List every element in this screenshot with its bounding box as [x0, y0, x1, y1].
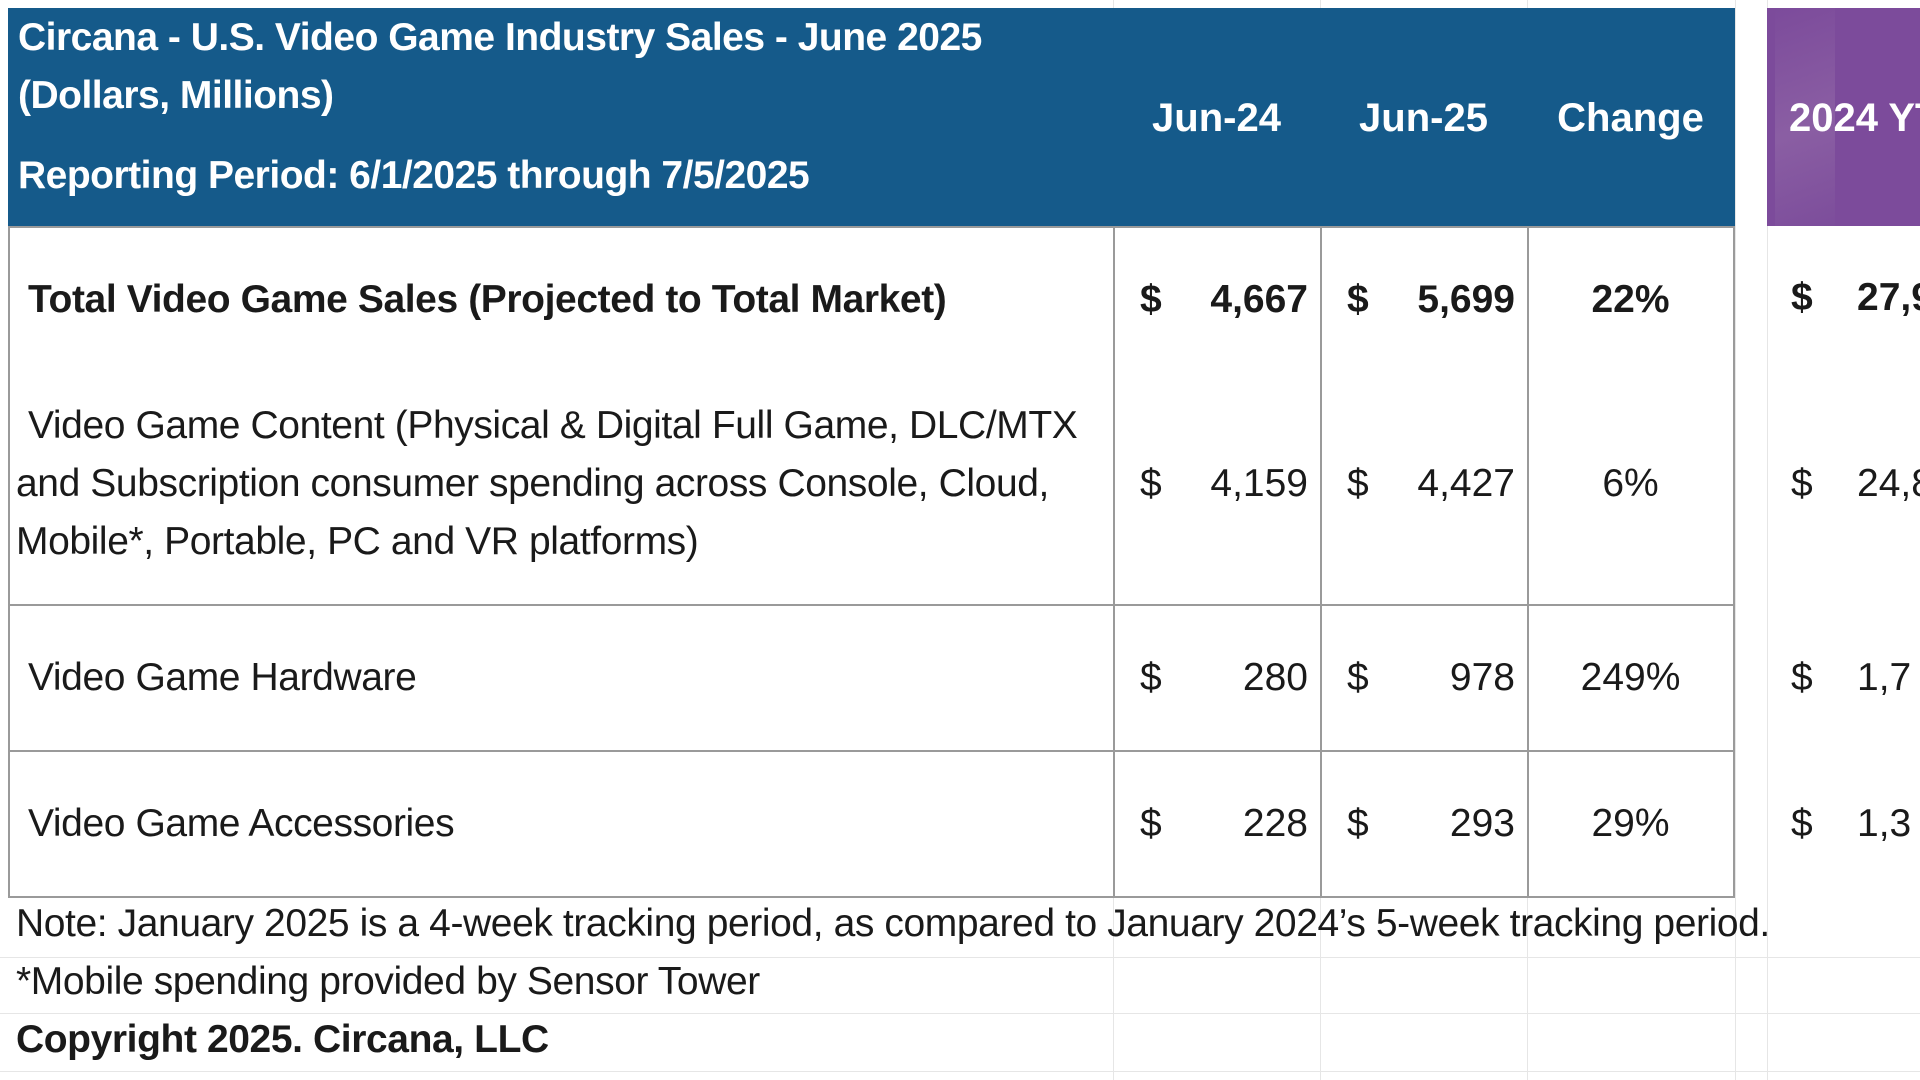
currency-symbol: $: [1140, 802, 1162, 845]
cell-border: [1733, 606, 1735, 750]
table-row: Total Video Game Sales (Projected to Tot…: [8, 226, 1735, 376]
cell-border: [1320, 606, 1322, 750]
row-label-line: Mobile*, Portable, PC and VR platforms): [16, 520, 699, 563]
gridline: [1767, 0, 1768, 1080]
gridline: [0, 1071, 1920, 1072]
footnote-mobile: *Mobile spending provided by Sensor Towe…: [16, 960, 760, 1003]
currency-symbol: $: [1791, 656, 1813, 699]
table-row: Video Game Accessories $ 228 $ 293 29%: [8, 752, 1735, 898]
value-change: 249%: [1580, 656, 1681, 699]
table-subtitle: (Dollars, Millions): [18, 74, 334, 117]
currency-symbol: $: [1791, 462, 1813, 505]
cell-border: [1113, 374, 1115, 604]
cell-border: [1527, 374, 1529, 604]
value-change: 29%: [1591, 802, 1670, 845]
column-header-ytd: 2024 YT: [1767, 8, 1920, 226]
cell-border: [1527, 752, 1529, 896]
copyright: Copyright 2025. Circana, LLC: [16, 1018, 549, 1061]
value-ytd2024: 1,3: [1857, 802, 1912, 845]
table-header: Circana - U.S. Video Game Industry Sales…: [8, 8, 1735, 226]
column-header-change: Change: [1557, 96, 1704, 140]
value-ytd2024: 1,7: [1857, 656, 1912, 699]
currency-symbol: $: [1347, 802, 1369, 845]
ytd-cell: $ 27,9: [1767, 226, 1920, 372]
currency-symbol: $: [1140, 656, 1162, 699]
cell-border: [1527, 228, 1529, 374]
value-jun24: 228: [1242, 802, 1308, 845]
table-title: Circana - U.S. Video Game Industry Sales…: [18, 16, 982, 59]
cell-border: [1527, 606, 1529, 750]
ytd-cell: $ 1,3: [1767, 752, 1920, 896]
cell-border: [1320, 752, 1322, 896]
reporting-period: Reporting Period: 6/1/2025 through 7/5/2…: [18, 154, 810, 197]
cell-border: [1113, 606, 1115, 750]
column-header-jun24: Jun-24: [1152, 96, 1281, 140]
currency-symbol: $: [1791, 802, 1813, 845]
value-jun25: 293: [1449, 802, 1515, 845]
cell-border: [1113, 228, 1115, 374]
value-change: 6%: [1602, 462, 1659, 505]
cell-border: [8, 752, 10, 896]
value-jun24: 4,667: [1210, 278, 1308, 321]
value-jun24: 4,159: [1210, 462, 1308, 505]
currency-symbol: $: [1347, 656, 1369, 699]
row-label: Total Video Game Sales (Projected to Tot…: [28, 278, 947, 321]
currency-symbol: $: [1140, 278, 1162, 321]
cell-border: [1320, 374, 1322, 604]
value-change: 22%: [1591, 278, 1670, 321]
ytd-cell: $ 24,8: [1767, 374, 1920, 604]
header-shade: [1775, 8, 1835, 226]
row-label: Video Game Accessories: [28, 802, 455, 845]
value-jun25: 4,427: [1417, 462, 1515, 505]
table-row: Video Game Content (Physical & Digital F…: [8, 374, 1735, 606]
cell-border: [8, 606, 10, 750]
cell-border: [1733, 228, 1735, 374]
gridline: [0, 1013, 1920, 1014]
column-header-ytd-label: 2024 YT: [1789, 96, 1920, 140]
value-ytd2024: 24,8: [1857, 462, 1920, 505]
currency-symbol: $: [1347, 278, 1369, 321]
value-jun25: 978: [1449, 656, 1515, 699]
cell-border: [1733, 374, 1735, 604]
value-jun24: 280: [1242, 656, 1308, 699]
cell-border: [1113, 752, 1115, 896]
column-header-jun25: Jun-25: [1359, 96, 1488, 140]
footnote-tracking-period: Note: January 2025 is a 4-week tracking …: [16, 902, 1770, 945]
value-ytd2024: 27,9: [1857, 276, 1920, 319]
ytd-cell: $ 1,7: [1767, 606, 1920, 750]
cell-border: [8, 374, 10, 604]
currency-symbol: $: [1140, 462, 1162, 505]
gridline: [0, 957, 1920, 958]
currency-symbol: $: [1791, 276, 1813, 319]
value-jun25: 5,699: [1417, 278, 1515, 321]
row-label: Video Game Hardware: [28, 656, 417, 699]
cell-border: [1320, 228, 1322, 374]
row-label-line: and Subscription consumer spending acros…: [16, 462, 1049, 505]
row-label-line: Video Game Content (Physical & Digital F…: [28, 404, 1078, 447]
cell-border: [1733, 752, 1735, 896]
table-row: Video Game Hardware $ 280 $ 978 249%: [8, 606, 1735, 752]
cell-border: [8, 228, 10, 374]
gridline: [1735, 0, 1736, 1080]
currency-symbol: $: [1347, 462, 1369, 505]
